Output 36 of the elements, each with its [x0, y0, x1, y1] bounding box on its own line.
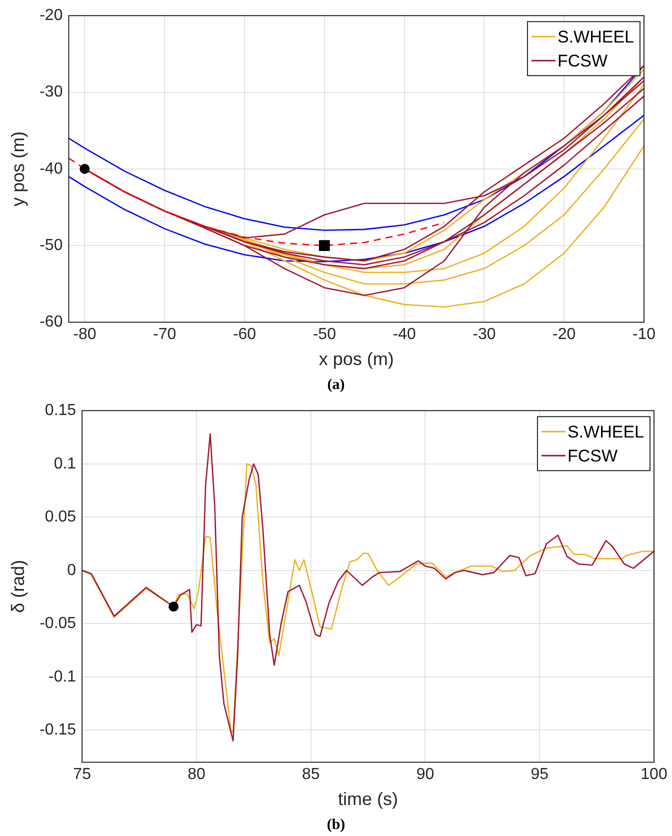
legend-label: S.WHEEL — [567, 422, 644, 442]
text: (b) — [326, 816, 346, 835]
y-tick-label: -0.15 — [40, 722, 76, 739]
y-tick-label: 0.15 — [44, 402, 76, 420]
x-tick-label: -80 — [73, 326, 96, 344]
x-tick-label: -20 — [552, 326, 576, 344]
legend-label: FCSW — [567, 446, 618, 466]
y-tick-label: -20 — [40, 7, 63, 24]
x-tick-label: -70 — [153, 326, 176, 344]
y-axis-title: y pos (m) — [8, 131, 28, 206]
x-tick-label: 100 — [640, 766, 668, 784]
y-tick-label: 0.1 — [54, 455, 76, 472]
x-tick-label: -50 — [312, 326, 336, 344]
legend-label: S.WHEEL — [557, 27, 634, 46]
x-tick-label: 75 — [73, 766, 92, 784]
x-tick-label: -40 — [392, 326, 416, 344]
x-tick-label: 95 — [530, 766, 549, 784]
y-tick-label: -50 — [40, 236, 63, 254]
x-axis-title: time (s) — [338, 789, 398, 810]
y-tick-label: -40 — [40, 160, 63, 178]
x-tick-label: 80 — [188, 766, 206, 784]
text: (a) — [326, 376, 346, 395]
y-tick-label: 0.05 — [44, 508, 76, 526]
legend-label: FCSW — [557, 51, 608, 70]
y-axis-title: δ (rad) — [8, 560, 28, 613]
y-tick-label: -0.1 — [48, 668, 76, 686]
y-tick-label: 0 — [67, 562, 76, 579]
y-tick-label: -30 — [40, 84, 63, 101]
x-tick-label: -60 — [232, 326, 256, 344]
x-tick-label: -10 — [632, 326, 656, 344]
x-tick-label: 85 — [302, 766, 320, 784]
x-axis-title: x pos (m) — [318, 349, 394, 370]
x-tick-label: -30 — [472, 326, 496, 344]
x-tick-label: 90 — [416, 766, 434, 784]
y-tick-label: -60 — [40, 314, 63, 331]
y-tick-label: -0.05 — [40, 615, 76, 632]
